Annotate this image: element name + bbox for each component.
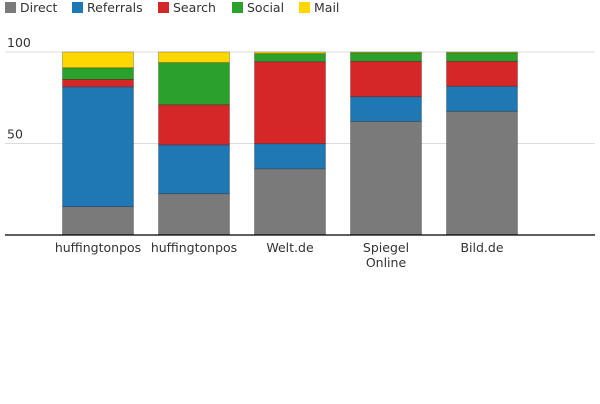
legend: Direct Referrals Search Social Mail: [5, 0, 339, 15]
legend-label-direct: Direct: [20, 0, 58, 15]
bar-segment-social: [350, 52, 422, 62]
x-tick-label: Bild.de: [460, 240, 503, 255]
bar-segment-search: [254, 61, 326, 145]
bar-segment-referrals: [446, 85, 518, 112]
legend-swatch-search: [158, 2, 169, 13]
bar-segment-search: [350, 60, 422, 98]
bar-segment-direct: [350, 120, 422, 236]
y-tick-label: 100: [7, 35, 31, 50]
bar-segment-mail: [446, 51, 518, 54]
legend-label-mail: Mail: [314, 0, 339, 15]
bar-segment-direct: [158, 193, 230, 236]
bar-segment-direct: [254, 168, 326, 236]
legend-label-referrals: Referrals: [87, 0, 143, 15]
bar-segment-search: [446, 60, 518, 87]
bars: [62, 51, 518, 236]
y-tick-label: 50: [7, 127, 23, 142]
x-tick-label: Spiegel Online: [363, 240, 409, 270]
bar-segment-referrals: [350, 96, 422, 122]
x-tick-label: huffingtonpos: [55, 240, 141, 255]
legend-label-social: Social: [247, 0, 284, 15]
legend-swatch-direct: [5, 2, 16, 13]
legend-label-search: Search: [173, 0, 216, 15]
x-tick-label: huffingtonpos: [151, 240, 237, 255]
bar-segment-referrals: [158, 144, 230, 195]
bar-segment-social: [254, 53, 326, 63]
bar-segment-mail: [158, 51, 230, 64]
bar-segment-social: [446, 52, 518, 62]
legend-swatch-referrals: [72, 2, 83, 13]
bar-segment-direct: [446, 110, 518, 236]
x-tick-label: Welt.de: [266, 240, 314, 255]
bar-segment-direct: [62, 206, 134, 236]
bar-segment-social: [158, 62, 230, 106]
bar-segment-search: [62, 79, 134, 88]
bar-segment-search: [158, 104, 230, 146]
bar-segment-referrals: [62, 86, 134, 208]
legend-swatch-social: [232, 2, 243, 13]
x-axis-labels: huffingtonpos huffingtonpos Welt.de Spiegel…: [55, 240, 504, 270]
bar-segment-social: [62, 67, 134, 80]
bar-segment-mail: [350, 51, 422, 54]
bar-segment-mail: [254, 51, 326, 55]
bar-segment-mail: [62, 51, 134, 69]
legend-swatch-mail: [299, 2, 310, 13]
bar-segment-referrals: [254, 143, 326, 170]
